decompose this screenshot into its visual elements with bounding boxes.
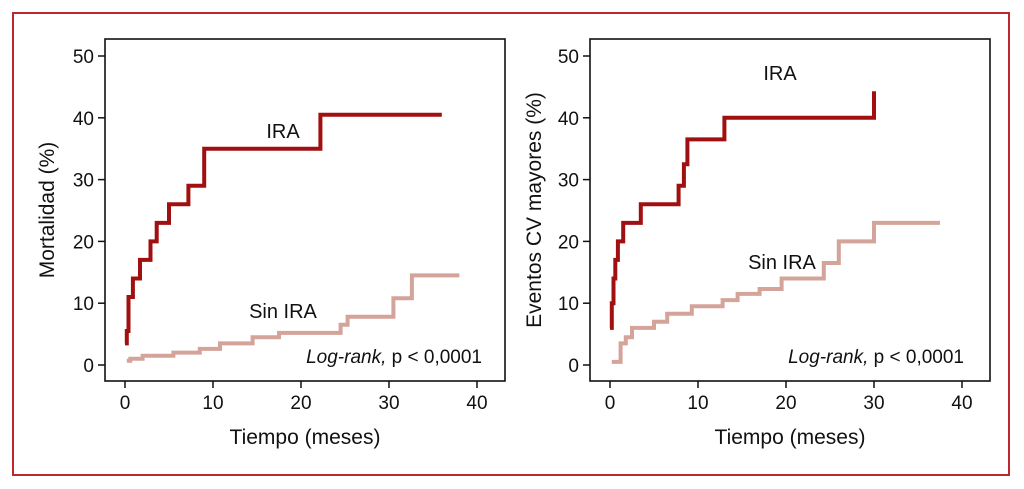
series-label-sin-ira: Sin IRA <box>748 252 816 274</box>
y-tick-label: 40 <box>73 109 94 130</box>
series-line-sin-ira <box>611 220 940 364</box>
series-label-sin-ira: Sin IRA <box>249 301 317 323</box>
series-line-ira <box>124 112 442 346</box>
series-label-ira: IRA <box>763 63 797 85</box>
series-label-ira: IRA <box>266 121 300 143</box>
y-tick-label: 30 <box>558 171 579 192</box>
x-tick-label: 40 <box>951 393 972 414</box>
x-tick-label: 40 <box>466 393 487 414</box>
series-line-sin-ira <box>126 273 460 363</box>
series-line-ira <box>609 91 876 330</box>
plot-area-frame <box>589 38 991 382</box>
x-tick-label: 20 <box>775 393 796 414</box>
logrank-label: Log-rank, <box>788 347 874 368</box>
y-tick-label: 50 <box>558 47 579 68</box>
logrank-annotation: Log-rank, p < 0,0001 <box>788 347 964 368</box>
x-tick-label: 0 <box>120 393 131 414</box>
y-tick-label: 20 <box>558 232 579 253</box>
x-tick-label: 10 <box>202 393 223 414</box>
y-tick-label: 20 <box>73 232 94 253</box>
x-axis-title: Tiempo (meses) <box>715 426 866 449</box>
p-value: p < 0,0001 <box>874 347 964 368</box>
y-tick-label: 10 <box>73 294 94 315</box>
x-tick-label: 30 <box>378 393 399 414</box>
x-tick-label: 10 <box>687 393 708 414</box>
y-axis-title: Eventos CV mayores (%) <box>523 92 546 328</box>
y-axis-title: Mortalidad (%) <box>36 142 59 279</box>
chart-panel-2: 0 10 20 30 40 50 0 10 20 30 40 Tiempo (meses) Evento… <box>523 38 991 449</box>
y-tick-label: 50 <box>73 47 94 68</box>
y-tick-label: 40 <box>558 109 579 130</box>
p-value: p < 0,0001 <box>392 347 482 368</box>
x-axis-title: Tiempo (meses) <box>230 426 381 449</box>
x-tick-label: 0 <box>605 393 616 414</box>
plot-area-frame <box>104 38 506 382</box>
y-tick-label: 0 <box>568 356 579 377</box>
chart-panel-1: 0 10 20 30 40 50 0 10 20 30 40 Tiempo (meses) Mortal… <box>36 38 506 449</box>
x-tick-label: 30 <box>863 393 884 414</box>
x-tick-label: 20 <box>290 393 311 414</box>
logrank-annotation: Log-rank, p < 0,0001 <box>306 347 482 368</box>
y-tick-label: 10 <box>558 294 579 315</box>
y-tick-label: 0 <box>83 356 94 377</box>
y-tick-label: 30 <box>73 171 94 192</box>
figure-border <box>12 12 1010 476</box>
logrank-label: Log-rank, <box>306 347 392 368</box>
